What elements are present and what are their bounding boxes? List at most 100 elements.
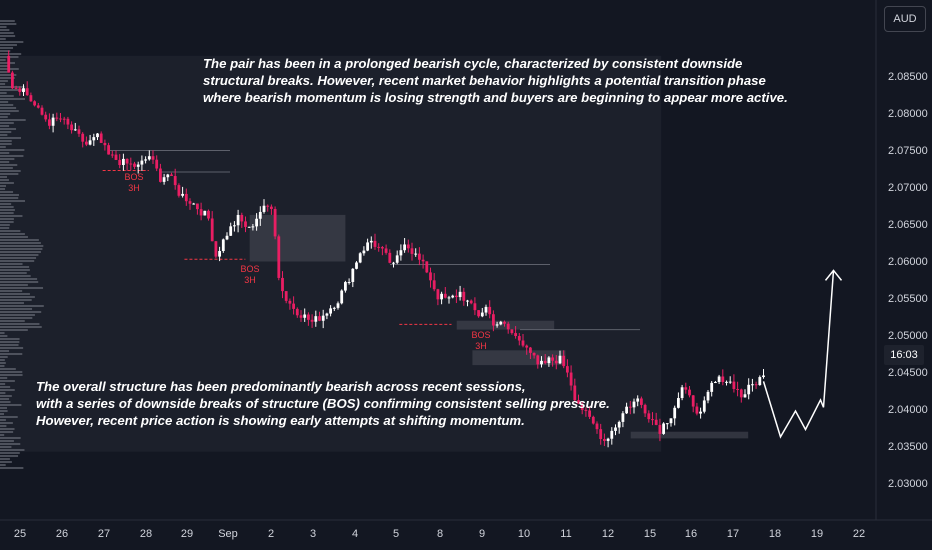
bullish-candle	[329, 308, 332, 314]
volume-profile-bar	[0, 395, 12, 397]
volume-profile-bar	[0, 350, 10, 352]
bullish-candle	[484, 306, 488, 313]
volume-profile-bar	[0, 203, 12, 205]
volume-profile-bar	[0, 263, 23, 265]
bullish-candle	[325, 313, 329, 316]
volume-profile-bar	[0, 389, 15, 391]
bearish-candle	[388, 252, 392, 263]
volume-profile-bar	[0, 89, 26, 91]
bullish-candle	[192, 203, 196, 205]
bullish-candle	[395, 255, 399, 263]
volume-profile-bar	[0, 323, 40, 325]
bearish-candle	[155, 159, 159, 169]
volume-profile-bar	[0, 53, 22, 55]
bearish-candle	[529, 347, 532, 353]
bearish-candle	[151, 156, 155, 160]
bos-label-3: BOS 3H	[471, 330, 490, 352]
bearish-candle	[188, 201, 192, 204]
bullish-candle	[706, 391, 710, 401]
bullish-candle	[717, 376, 721, 383]
bullish-candle	[662, 423, 665, 434]
price-tick-label: 2.04000	[888, 404, 928, 416]
bearish-candle	[688, 389, 691, 396]
price-tick-label: 2.06000	[888, 256, 928, 268]
volume-profile-bar	[0, 242, 41, 244]
bearish-candle	[429, 272, 432, 281]
time-tick-label: 18	[768, 528, 782, 540]
volume-profile-bar	[0, 347, 24, 349]
bearish-candle	[562, 355, 566, 367]
time-tick-label: 26	[55, 528, 69, 540]
bearish-candle	[99, 133, 103, 143]
volume-profile-bar	[0, 104, 14, 106]
bearish-candle	[418, 253, 421, 260]
bearish-candle	[566, 366, 569, 373]
volume-profile-bar	[0, 191, 14, 193]
bos-label-1: BOS 3H	[124, 172, 143, 194]
volume-profile-bar	[0, 164, 18, 166]
bullish-candle	[181, 193, 184, 196]
volume-profile-bar	[0, 170, 21, 172]
bos-label-3-title: BOS	[471, 330, 491, 340]
supply-zone	[456, 320, 555, 330]
bullish-candle	[751, 384, 754, 386]
projection-path	[762, 270, 835, 439]
bearish-candle	[525, 345, 529, 348]
bullish-candle	[614, 427, 617, 431]
volume-profile-bar	[0, 401, 11, 403]
volume-profile-bar	[0, 245, 44, 247]
volume-profile-bar	[0, 413, 5, 415]
volume-profile-bar	[0, 320, 25, 322]
volume-profile-bar	[0, 443, 21, 445]
bearish-candle	[595, 423, 599, 430]
volume-profile-bar	[0, 92, 7, 94]
volume-profile-bar	[0, 404, 22, 406]
bearish-candle	[295, 308, 299, 316]
bullish-candle	[166, 174, 170, 178]
volume-profile-bar	[0, 260, 35, 262]
annotation-bottom: The overall structure has been predomina…	[36, 378, 610, 429]
bearish-candle	[580, 403, 584, 410]
bearish-candle	[732, 381, 736, 389]
volume-profile-bar	[0, 281, 39, 283]
time-tick-label: 17	[726, 528, 740, 540]
volume-profile-bar	[0, 20, 15, 22]
bearish-candle	[503, 321, 506, 324]
bullish-candle	[136, 164, 140, 167]
volume-profile-bar	[0, 149, 25, 151]
volume-profile-bar	[0, 359, 5, 361]
volume-profile-bar	[0, 374, 23, 376]
volume-profile-bar	[0, 449, 25, 451]
bullish-candle	[447, 297, 451, 299]
volume-profile-bar	[0, 173, 19, 175]
bullish-candle	[747, 384, 751, 395]
volume-profile-bar	[0, 452, 20, 454]
volume-profile-bar	[0, 230, 21, 232]
volume-profile-bar	[0, 155, 24, 157]
volume-profile-bar	[0, 440, 14, 442]
volume-profile-bar	[0, 344, 19, 346]
bullish-candle	[743, 394, 747, 398]
bearish-candle	[651, 419, 654, 421]
annotation-top-line-2: structural breaks. However, recent marke…	[203, 73, 766, 88]
bearish-candle	[543, 360, 547, 364]
volume-profile-bar	[0, 335, 8, 337]
currency-button[interactable]: AUD	[884, 6, 926, 32]
volume-profile-bar	[0, 143, 12, 145]
bearish-candle	[210, 218, 214, 242]
bearish-candle	[273, 208, 277, 237]
price-tick-label: 2.08000	[888, 108, 928, 120]
volume-profile-bar	[0, 41, 24, 43]
volume-profile-bar	[0, 314, 35, 316]
volume-profile-bar	[0, 209, 15, 211]
price-tick-label: 2.07000	[888, 182, 928, 194]
volume-profile-bar	[0, 23, 17, 25]
bearish-candle	[462, 291, 466, 301]
bullish-candle	[480, 312, 484, 317]
volume-profile-bar	[0, 131, 12, 133]
volume-profile-bar	[0, 206, 14, 208]
volume-profile-bar	[0, 59, 6, 61]
volume-profile-bar	[0, 80, 8, 82]
